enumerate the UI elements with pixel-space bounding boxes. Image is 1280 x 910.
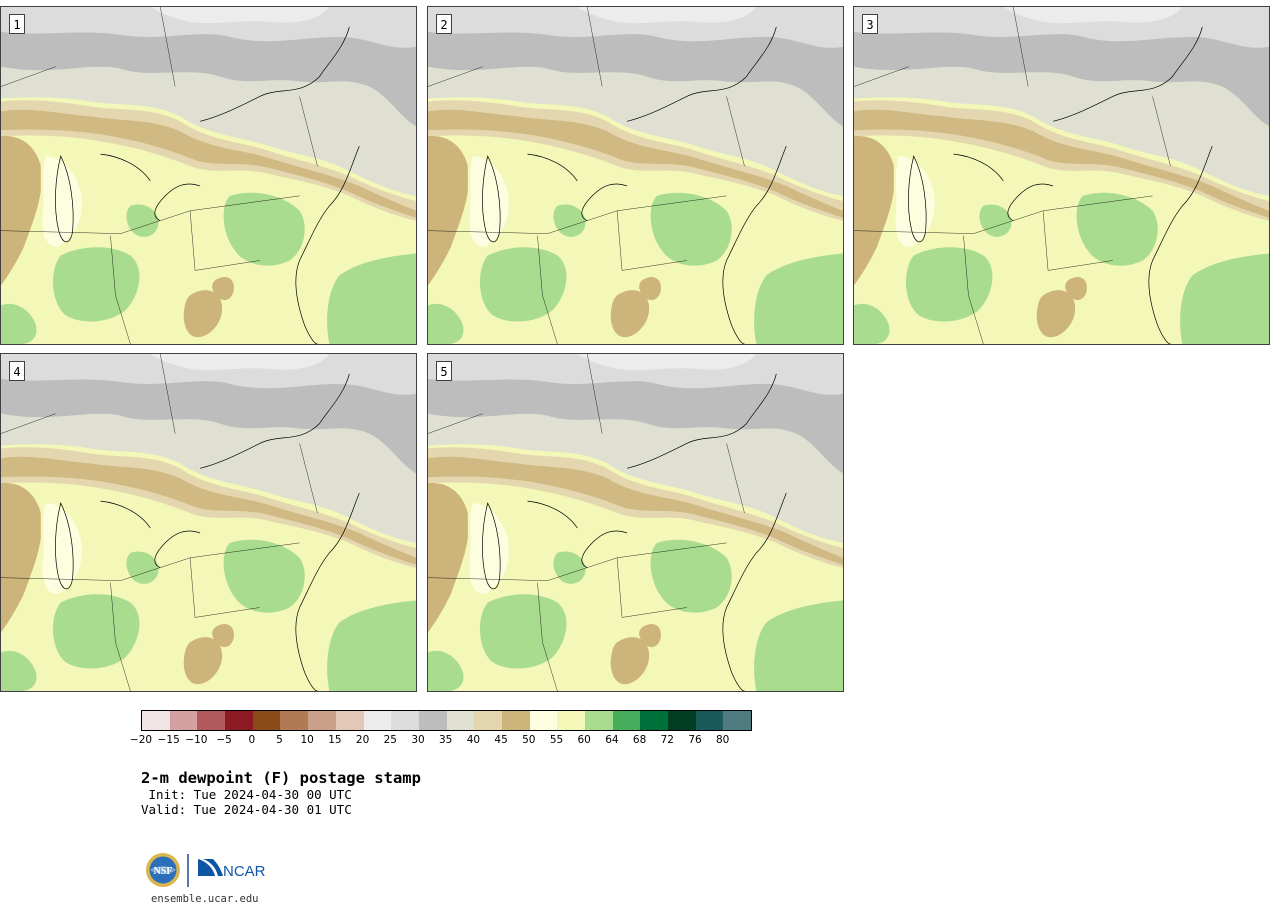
colorbar-tick-label: −5 <box>216 734 232 746</box>
colorbar-tick-labels: −20 −15 −10 −5 0 5 10 15 20 25 30 35 40 45 50 55 60 64 68 7… <box>130 734 761 748</box>
map-panel-3: 3 <box>853 6 1270 345</box>
colorbar-tick-label: 72 <box>660 734 674 746</box>
colorbar-cell <box>446 711 475 730</box>
colorbar-tick-label: 45 <box>494 734 508 746</box>
colorbar-cell <box>612 711 641 730</box>
colorbar-tick-label: 55 <box>549 734 564 746</box>
map-image <box>854 7 1269 344</box>
colorbar-cell <box>501 711 530 730</box>
map-image <box>1 354 416 691</box>
colorbar-cell <box>391 711 419 730</box>
panel-number-label: 1 <box>9 14 25 34</box>
colorbar <box>141 710 753 731</box>
colorbar-cell <box>252 711 281 730</box>
colorbar-tick-label: 60 <box>577 734 591 746</box>
title-block: 2-m dewpoint (F) postage stamp Init: Tue… <box>141 769 421 817</box>
colorbar-tick-label: −10 <box>185 734 208 746</box>
colorbar-cell <box>308 711 336 730</box>
colorbar-tick-label: −15 <box>157 734 180 746</box>
colorbar-tick-label: 15 <box>328 734 342 746</box>
colorbar-tick-label: 25 <box>383 734 397 746</box>
colorbar-tick-label: 80 <box>716 734 730 746</box>
ncar-logo: NCAR <box>198 859 266 880</box>
map-image <box>428 354 843 691</box>
valid-time: Valid: Tue 2024-04-30 01 UTC <box>141 802 352 817</box>
panel-number-label: 3 <box>862 14 878 34</box>
colorbar-cell <box>363 711 392 730</box>
colorbar-tick-label: 40 <box>466 734 481 746</box>
map-panel-5: 5 <box>427 353 844 692</box>
colorbar-cell <box>280 711 309 730</box>
colorbar-tick-label: 35 <box>439 734 453 746</box>
colorbar-cell <box>474 711 502 730</box>
colorbar-tick-label: 50 <box>522 734 536 746</box>
figure-title: 2-m dewpoint (F) postage stamp <box>141 769 421 787</box>
map-image <box>428 7 843 344</box>
colorbar-tick-label: 5 <box>276 734 283 746</box>
colorbar-cell <box>418 711 447 730</box>
colorbar-cell <box>668 711 696 730</box>
ncar-logo-text: NCAR <box>223 863 266 880</box>
panel-number-label: 5 <box>436 361 452 381</box>
colorbar-cell <box>529 711 558 730</box>
nsf-ncar-logo: NSF NCAR <box>146 853 266 887</box>
colorbar-cell <box>640 711 669 730</box>
colorbar-tick-label: 76 <box>688 734 702 746</box>
map-image <box>1 7 416 344</box>
colorbar-cell <box>335 711 364 730</box>
colorbar-cell <box>557 711 585 730</box>
colorbar-tick-label: −20 <box>129 734 153 746</box>
colorbar-tick-label: 30 <box>411 734 425 746</box>
nsf-logo-text: NSF <box>154 866 173 877</box>
colorbar-tick-label: 10 <box>300 734 314 746</box>
site-url: ensemble.ucar.edu <box>151 893 259 905</box>
colorbar-tick-label: 20 <box>355 734 370 746</box>
map-panel-2: 2 <box>427 6 844 345</box>
colorbar-cell <box>169 711 198 730</box>
logo-area: NSF NCAR <box>145 851 275 891</box>
colorbar-cell <box>197 711 226 730</box>
colorbar-cell <box>695 711 724 730</box>
colorbar-cell <box>225 711 253 730</box>
init-time: Init: Tue 2024-04-30 00 UTC <box>141 787 352 802</box>
nsf-logo: NSF <box>146 853 180 887</box>
colorbar-cell <box>585 711 613 730</box>
map-panel-1: 1 <box>0 6 417 345</box>
colorbar-tick-label: 68 <box>632 734 647 746</box>
colorbar-cell <box>142 711 170 730</box>
map-panel-4: 4 <box>0 353 417 692</box>
colorbar-tick-label: 64 <box>605 734 619 746</box>
panel-number-label: 2 <box>436 14 452 34</box>
colorbar-cell <box>723 711 752 730</box>
colorbar-tick-label: 0 <box>248 734 256 746</box>
panel-number-label: 4 <box>9 361 25 381</box>
